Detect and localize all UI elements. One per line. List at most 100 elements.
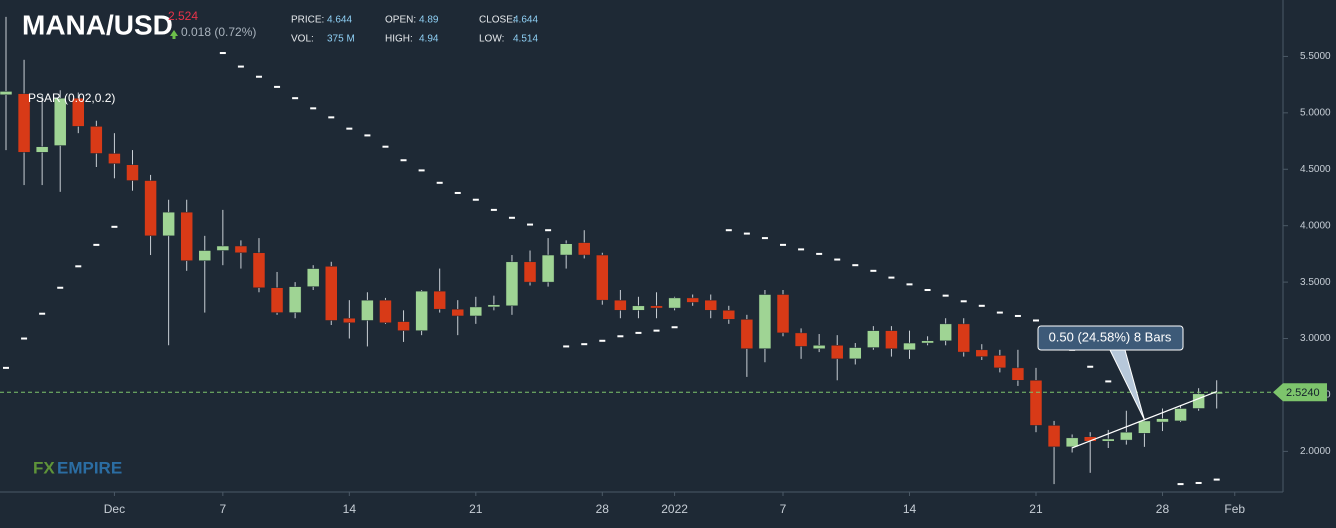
psar-dot [255, 75, 262, 78]
stat-label: VOL: [291, 34, 314, 45]
candle-body [921, 340, 934, 344]
psar-dot [725, 229, 732, 232]
candle-body [1192, 393, 1205, 409]
psar-dot [816, 252, 823, 255]
psar-dot [743, 232, 750, 235]
y-tick-label: 5.0000 [1300, 107, 1331, 118]
candle-body [451, 308, 464, 317]
candle-body [1120, 431, 1133, 441]
psar-dot [996, 311, 1003, 314]
psar-dot [472, 198, 479, 201]
psar-dot [1014, 314, 1021, 317]
candle-body [144, 180, 157, 237]
candle-body [162, 211, 175, 237]
watermark: FX [33, 458, 55, 477]
candle-body [1011, 367, 1025, 381]
candle-body [523, 261, 537, 283]
psar-dot [834, 258, 841, 261]
psar-dot [436, 181, 443, 184]
candle-body [975, 349, 989, 357]
candle-body [885, 330, 898, 349]
candle-body [559, 243, 573, 256]
y-tick-label: 4.0000 [1300, 220, 1331, 231]
candle-body [234, 245, 248, 254]
psar-dot [219, 52, 226, 55]
candle-body [650, 305, 663, 309]
candle-body [17, 93, 31, 153]
candle-body [704, 299, 717, 311]
candle-body [469, 306, 483, 317]
stat-label: LOW: [479, 34, 504, 45]
candle-body [180, 211, 193, 261]
stat-label: PRICE: [291, 15, 324, 26]
candle-body [306, 268, 320, 287]
psar-dot [93, 243, 100, 246]
price-tag [1273, 383, 1327, 402]
psar-dot [563, 345, 570, 348]
candle-body [1174, 408, 1187, 422]
psar-dot [545, 229, 552, 232]
candle-body [596, 254, 609, 301]
stat-value: 4.644 [327, 15, 352, 26]
candle-body [686, 297, 699, 303]
psar-dot [653, 329, 660, 332]
price-change: 0.018 (0.72%) [181, 25, 256, 39]
psar-dot [978, 304, 985, 307]
stat-value: 4.89 [419, 15, 439, 26]
x-tick-label: 28 [596, 502, 610, 516]
x-tick-label: Dec [104, 502, 125, 516]
psar-dot [382, 145, 389, 148]
stat-value: 4.514 [513, 34, 538, 45]
candle-body [90, 126, 103, 154]
stat-value: 4.94 [419, 34, 439, 45]
candle-body [577, 242, 591, 256]
candle-body [126, 164, 139, 181]
psar-dot [508, 216, 515, 219]
psar-dot [75, 265, 82, 268]
psar-dot [1195, 481, 1202, 484]
candle-body [397, 321, 410, 331]
stat-value: 375 M [327, 34, 355, 45]
psar-dot [942, 294, 949, 297]
psar-dot [671, 326, 678, 329]
psar-dot [527, 223, 534, 226]
candle-body [415, 290, 428, 331]
candle-body [35, 146, 49, 153]
candle-body [343, 317, 356, 323]
psar-dot [490, 208, 497, 211]
psar-dot [237, 65, 244, 68]
psar-dot [635, 331, 642, 334]
candle-body [830, 345, 844, 360]
candle-body [812, 345, 826, 349]
stat-label: HIGH: [385, 34, 413, 45]
indicator-label: PSAR (0.02,0.2) [28, 91, 115, 105]
candle-body [541, 254, 555, 283]
psar-dot [617, 335, 624, 338]
psar-dot [798, 248, 805, 251]
psar-dot [418, 169, 425, 172]
x-tick-label: 21 [469, 502, 483, 516]
psar-dot [274, 85, 281, 88]
y-tick-label: 3.0000 [1300, 333, 1331, 344]
y-tick-label: 2.0000 [1300, 446, 1331, 457]
psar-dot [328, 116, 335, 119]
psar-dot [761, 237, 768, 240]
psar-dot [1087, 365, 1094, 368]
candle-body [252, 252, 266, 289]
x-tick-label: 28 [1156, 502, 1170, 516]
psar-dot [346, 127, 353, 130]
price-tag-label: 2.5240 [1286, 387, 1320, 399]
psar-dot [57, 286, 64, 289]
psar-dot [870, 269, 877, 272]
psar-dot [400, 159, 407, 162]
candle-body [740, 319, 754, 349]
candle-body [270, 287, 284, 313]
candle-body [433, 290, 446, 310]
candle-body [1156, 418, 1169, 423]
up-arrow [170, 30, 178, 39]
last-price: 2.524 [168, 9, 198, 23]
candle-body [325, 266, 338, 321]
candle-body [505, 261, 519, 307]
psar-dot [780, 243, 787, 246]
x-tick-label: 14 [903, 502, 917, 516]
